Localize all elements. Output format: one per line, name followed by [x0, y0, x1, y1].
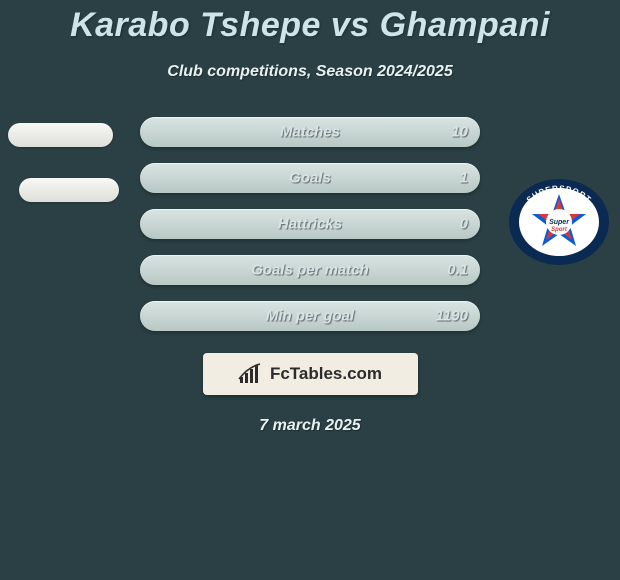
- stat-row-matches: Matches 10: [140, 117, 480, 147]
- club-badge-supersport-united: Super Sport SUPERSPORT UNITED FC: [508, 178, 610, 266]
- stat-row-goals: Goals 1: [140, 163, 480, 193]
- subtitle: Club competitions, Season 2024/2025: [0, 63, 620, 81]
- svg-text:Super: Super: [549, 219, 570, 226]
- stat-label: Goals: [289, 170, 331, 187]
- page-title: Karabo Tshepe vs Ghampani: [0, 0, 620, 45]
- stat-label: Matches: [280, 124, 340, 141]
- stat-row-min-per-goal: Min per goal 1190: [140, 301, 480, 331]
- placeholder-pill-left-1: [8, 123, 113, 147]
- placeholder-pill-left-2: [19, 178, 119, 202]
- stat-row-goals-per-match: Goals per match 0.1: [140, 255, 480, 285]
- branding-text: FcTables.com: [270, 364, 382, 384]
- stat-label: Goals per match: [251, 262, 369, 279]
- footer-date: 7 march 2025: [0, 417, 620, 435]
- stat-right-value: 0.1: [447, 262, 468, 279]
- stat-label: Hattricks: [278, 216, 342, 233]
- stat-right-value: 10: [451, 124, 468, 141]
- svg-text:Sport: Sport: [551, 227, 568, 233]
- bar-chart-icon: [238, 363, 264, 385]
- branding-badge: FcTables.com: [203, 353, 418, 395]
- stat-right-value: 1190: [436, 308, 468, 325]
- stat-right-value: 1: [460, 170, 468, 187]
- stat-label: Min per goal: [266, 308, 354, 325]
- stat-row-hattricks: Hattricks 0: [140, 209, 480, 239]
- stat-right-value: 0: [460, 216, 468, 233]
